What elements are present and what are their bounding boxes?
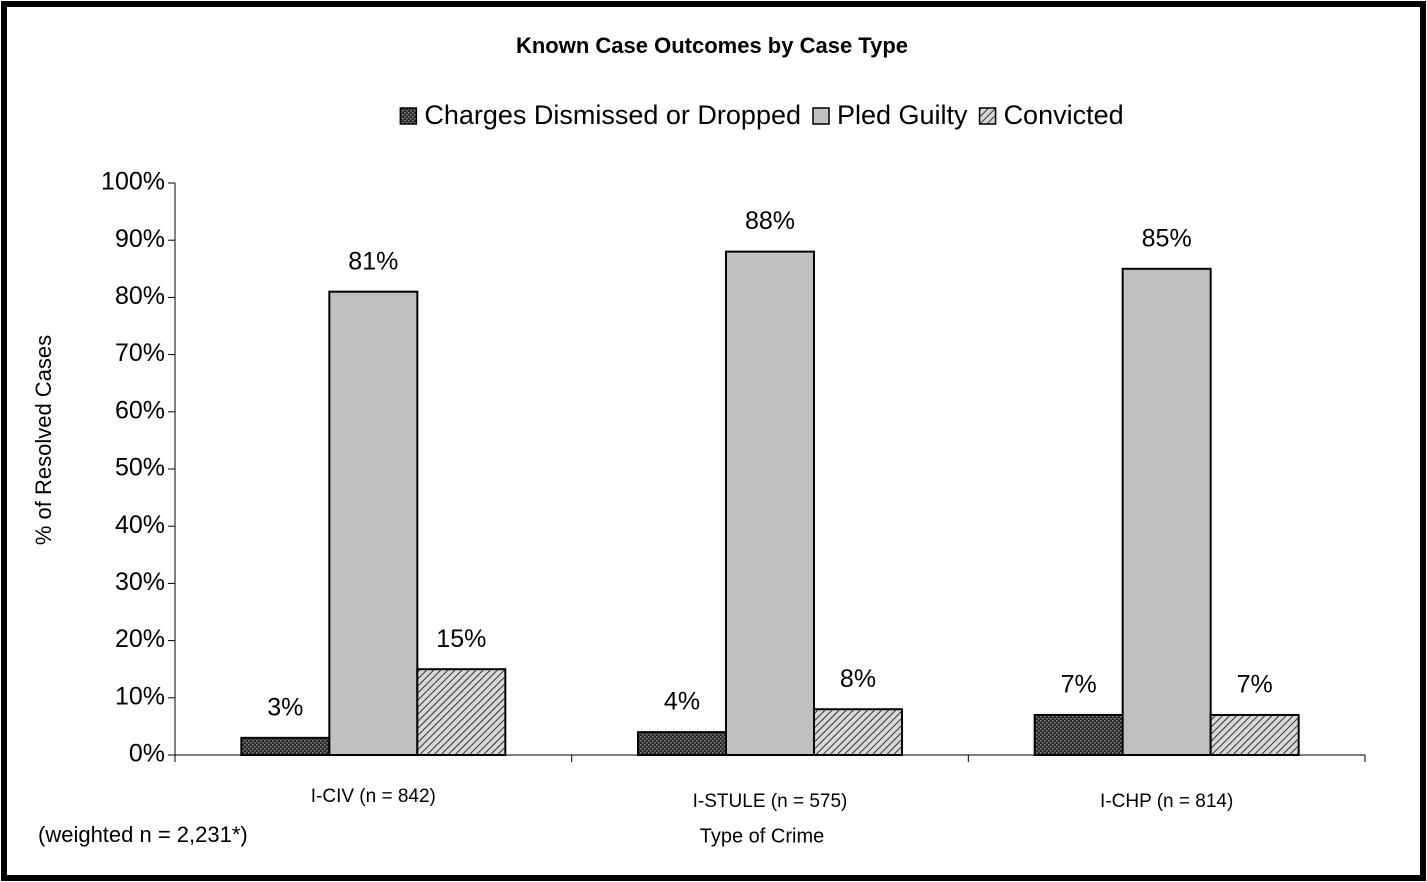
y-tick-label: 60% xyxy=(115,396,165,424)
footnote: (weighted n = 2,231*) xyxy=(38,822,248,847)
legend-swatch xyxy=(978,107,997,125)
data-label: 7% xyxy=(1061,671,1097,699)
bar xyxy=(416,668,507,757)
y-tick-label: 70% xyxy=(115,339,165,367)
bar xyxy=(813,708,903,756)
bar xyxy=(1033,713,1124,757)
data-label: 88% xyxy=(745,207,795,235)
x-tick-label: I-CHP (n = 814) xyxy=(1100,791,1233,812)
y-tick-label: 40% xyxy=(115,511,165,539)
data-label: 8% xyxy=(840,665,876,693)
bar xyxy=(328,290,419,756)
data-label: 3% xyxy=(267,693,303,721)
x-tick-label: I-CIV (n = 842) xyxy=(311,786,436,807)
legend-label: Convicted xyxy=(1004,100,1124,130)
data-label: 7% xyxy=(1237,671,1273,699)
y-tick-label: 0% xyxy=(129,740,165,768)
data-label: 4% xyxy=(664,688,700,716)
x-tick-label: I-STULE (n = 575) xyxy=(693,791,848,812)
bar xyxy=(637,731,727,756)
chart-title: Known Case Outcomes by Case Type xyxy=(516,33,908,58)
legend-swatch xyxy=(399,107,418,125)
x-axis-label: Type of Crime xyxy=(700,825,824,847)
y-tick-label: 80% xyxy=(115,282,165,310)
legend-label: Pled Guilty xyxy=(837,100,968,130)
legend-swatch xyxy=(812,107,830,125)
y-tick-label: 30% xyxy=(115,568,165,596)
bar xyxy=(240,736,331,757)
data-label: 81% xyxy=(348,247,398,275)
bar xyxy=(1121,267,1212,756)
y-tick-label: 10% xyxy=(115,682,165,710)
bar xyxy=(725,250,815,756)
y-tick-label: 90% xyxy=(115,225,165,253)
y-tick-label: 50% xyxy=(115,454,165,482)
data-label: 85% xyxy=(1142,224,1192,252)
data-label: 15% xyxy=(436,625,486,653)
bar xyxy=(1209,713,1300,757)
y-tick-label: 20% xyxy=(115,625,165,653)
y-axis-label: % of Resolved Cases xyxy=(31,335,56,545)
y-tick-label: 100% xyxy=(101,168,165,196)
legend-label: Charges Dismissed or Dropped xyxy=(424,100,801,130)
